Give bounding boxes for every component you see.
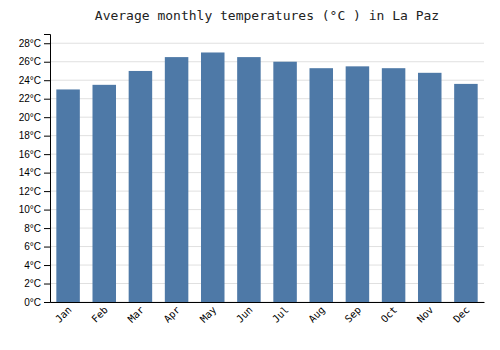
tick-label: Dec xyxy=(451,304,472,325)
tick-mark xyxy=(44,117,50,118)
tick: 22°C xyxy=(19,93,50,104)
tick: 28°C xyxy=(19,38,50,49)
bar xyxy=(382,68,406,302)
tick-mark xyxy=(44,43,50,44)
tick: 14°C xyxy=(19,167,50,178)
tick: Jul xyxy=(270,304,291,325)
tick-label: 18°C xyxy=(19,130,41,141)
tick: Apr xyxy=(162,304,183,325)
tick-label: 22°C xyxy=(19,93,41,104)
title: Average monthly temperatures (°C ) in La… xyxy=(95,8,439,23)
tick-label: 16°C xyxy=(19,149,41,160)
tick-mark xyxy=(44,302,50,303)
bar xyxy=(92,85,116,302)
tick: Jan xyxy=(53,304,74,325)
tick-mark xyxy=(44,265,50,266)
tick-label: 4°C xyxy=(24,260,41,271)
tick-label: 28°C xyxy=(19,38,41,49)
axis-line xyxy=(44,35,51,303)
tick: Aug xyxy=(306,304,327,325)
tick-label: Oct xyxy=(379,304,400,325)
tick-label: Jun xyxy=(234,304,255,325)
tick-label: 26°C xyxy=(19,56,41,67)
tick: 2°C xyxy=(24,278,50,289)
tick-label: Jul xyxy=(270,304,291,325)
bar xyxy=(129,71,153,302)
tick-label: 6°C xyxy=(24,241,41,252)
tick-label: 12°C xyxy=(19,186,41,197)
tick: 12°C xyxy=(19,186,50,197)
tick: 4°C xyxy=(24,260,50,271)
chart-svg: 0°C 2°C 4°C 6°C 8°C 10°C 12°C 14°C 16°C 18°C 20°C 2… xyxy=(0,0,500,350)
tick-mark xyxy=(44,228,50,229)
tick: Oct xyxy=(379,304,400,325)
tick-mark xyxy=(44,191,50,192)
grid-line xyxy=(50,43,484,44)
tick-label: 14°C xyxy=(19,167,41,178)
tick-label: Jan xyxy=(53,304,74,325)
tick-label: 20°C xyxy=(19,112,41,123)
x-axis: Jan Feb Mar Apr May Jun Jul Aug Sep Oct Nov Dec xyxy=(51,303,485,325)
tick-label: 0°C xyxy=(24,297,41,308)
bar xyxy=(346,66,370,302)
bar xyxy=(309,68,333,302)
chart-container: 0°C 2°C 4°C 6°C 8°C 10°C 12°C 14°C 16°C 18°C 20°C 2… xyxy=(0,0,500,350)
tick-label: Aug xyxy=(306,304,327,325)
tick: 18°C xyxy=(19,130,50,141)
tick-label: Sep xyxy=(343,304,364,325)
tick-mark xyxy=(44,62,50,63)
tick-mark xyxy=(44,247,50,248)
tick-label: 2°C xyxy=(24,278,41,289)
tick-mark xyxy=(44,210,50,211)
tick-mark xyxy=(44,80,50,81)
axis-line xyxy=(51,302,485,303)
tick-label: Mar xyxy=(126,304,147,325)
tick: Mar xyxy=(126,304,147,325)
tick-label: Apr xyxy=(162,304,183,325)
bar xyxy=(273,62,297,302)
bars xyxy=(56,52,477,302)
tick: Dec xyxy=(451,304,472,325)
tick-label: May xyxy=(198,304,219,325)
plot-area: 0°C 2°C 4°C 6°C 8°C 10°C 12°C 14°C 16°C 18°C 20°C 2… xyxy=(19,35,485,325)
tick-label: Feb xyxy=(89,304,110,325)
tick-mark xyxy=(44,154,50,155)
tick: 10°C xyxy=(19,204,50,215)
tick-label: 10°C xyxy=(19,204,41,215)
tick: 26°C xyxy=(19,56,50,67)
grid xyxy=(50,43,484,302)
tick: May xyxy=(198,304,219,325)
tick-mark xyxy=(44,99,50,100)
y-axis: 0°C 2°C 4°C 6°C 8°C 10°C 12°C 14°C 16°C 18°C 20°C 2… xyxy=(19,35,51,308)
bar xyxy=(165,57,189,302)
tick: Sep xyxy=(343,304,364,325)
tick: 16°C xyxy=(19,149,50,160)
bar xyxy=(418,73,442,302)
tick: 6°C xyxy=(24,241,50,252)
tick-label: 8°C xyxy=(24,223,41,234)
tick: 20°C xyxy=(19,112,50,123)
tick: Jun xyxy=(234,304,255,325)
tick: 24°C xyxy=(19,75,50,86)
bar xyxy=(454,84,478,302)
grid-line xyxy=(50,61,484,62)
tick-label: Nov xyxy=(415,304,436,325)
tick-label: 24°C xyxy=(19,75,41,86)
tick: 8°C xyxy=(24,223,50,234)
tick-mark xyxy=(44,284,50,285)
tick: Feb xyxy=(89,304,110,325)
tick: Nov xyxy=(415,304,436,325)
bar xyxy=(201,52,225,302)
bar xyxy=(237,57,261,302)
bar xyxy=(56,89,80,302)
tick: 0°C xyxy=(24,297,50,308)
tick-mark xyxy=(44,136,50,137)
tick-mark xyxy=(44,173,50,174)
